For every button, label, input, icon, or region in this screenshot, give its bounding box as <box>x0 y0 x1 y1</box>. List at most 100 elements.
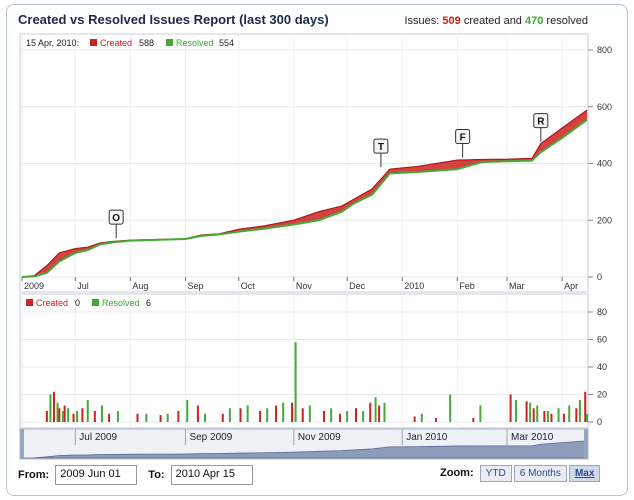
navigator-label-1: Sep 2009 <box>189 432 232 443</box>
resolved-bar-29 <box>546 411 549 422</box>
created-line <box>21 109 588 278</box>
resolved-bar-22 <box>383 402 386 422</box>
x-tick-label-8: Feb <box>459 281 475 291</box>
resolved-bar-20 <box>362 411 365 422</box>
created-bar-10 <box>177 411 180 422</box>
resolved-bar-1 <box>56 402 59 422</box>
created-bar-1 <box>52 391 55 422</box>
zoom-6-months-button[interactable]: 6 Months <box>513 465 567 482</box>
resolved-bar-21 <box>374 397 377 422</box>
flag-F-label: F <box>460 133 466 144</box>
x-tick-label-4: Oct <box>241 281 256 291</box>
lower-y-tick-label-0: 0 <box>597 417 602 427</box>
zoom-max-button[interactable]: Max <box>568 465 601 482</box>
navigator-label-4: Mar 2010 <box>511 432 554 443</box>
lower-panel <box>19 293 589 429</box>
zoom-ytd-button[interactable]: YTD <box>479 465 512 482</box>
created-bar-25 <box>472 417 475 422</box>
upper-y-axis: 0 200 400 600 800 <box>588 45 612 282</box>
zoom-controls: Zoom: YTD 6 Months Max <box>440 465 601 482</box>
resolved-bar-16 <box>294 342 297 422</box>
summary-resolved-word: resolved <box>546 15 588 27</box>
report-title: Created vs Resolved Issues Report (last … <box>18 12 329 27</box>
created-bar-13 <box>239 408 242 422</box>
legend-created-swatch <box>90 39 97 46</box>
lower-y-tick-label-2: 40 <box>597 362 607 372</box>
resolved-bar-30 <box>557 408 560 422</box>
flag-O-label: O <box>112 213 120 224</box>
navigator-labels: Jul 2009 Sep 2009 Nov 2009 Jan 2010 Mar 2010 <box>74 429 554 445</box>
to-date-input[interactable]: 2010 Apr 15 <box>170 465 253 485</box>
x-tick-label-3: Sep <box>187 281 203 291</box>
navigator-label-2: Nov 2009 <box>298 432 341 443</box>
resolved-bar-26 <box>514 400 517 422</box>
flag-R-box <box>533 113 549 129</box>
resolved-bar-11 <box>204 413 207 422</box>
created-bar-2 <box>58 408 61 422</box>
legend-resolved-value: 554 <box>219 38 234 48</box>
lower-legend-resolved-label: Resolved <box>102 298 140 308</box>
range-navigator[interactable]: Jul 2009 Sep 2009 Nov 2009 Jan 2010 Mar 2010 <box>19 428 589 460</box>
created-bar-16 <box>291 402 294 422</box>
navigator-label-0: Jul 2009 <box>79 432 117 443</box>
lower-legend: Created 0 Resolved 6 <box>26 298 151 308</box>
created-count: 509 <box>442 15 461 27</box>
created-bar-33 <box>584 391 587 422</box>
x-tick-label-6: Dec <box>349 281 366 291</box>
created-bar-6 <box>93 411 96 422</box>
created-bar-3 <box>63 405 66 422</box>
created-bar-19 <box>339 413 342 422</box>
created-bar-29 <box>543 411 546 422</box>
resolved-bar-2 <box>61 411 64 422</box>
resolved-bar-6 <box>100 405 103 422</box>
resolved-bar-10 <box>186 400 189 422</box>
created-bar-9 <box>159 415 162 422</box>
resolved-bar-17 <box>308 405 311 422</box>
resolved-bar-12 <box>228 408 231 422</box>
x-axis: 2009 Jul Aug Sep Oct Nov Dec 2010 Feb Mar Apr <box>21 277 578 291</box>
created-bar-27 <box>525 401 528 422</box>
x-tick-label-5: Nov <box>296 281 313 291</box>
x-tick-label-10: Apr <box>564 281 578 291</box>
resolved-bar-28 <box>536 405 539 422</box>
upper-y-tick-label-4: 800 <box>597 45 612 55</box>
created-bar-31 <box>562 413 565 422</box>
upper-y-tick-label-0: 0 <box>597 272 602 282</box>
resolved-bar-33 <box>586 413 588 422</box>
lower-legend-created-label: Created <box>36 298 68 308</box>
navigator-label-3: Jan 2010 <box>406 432 448 443</box>
flag-T-label: T <box>378 142 384 153</box>
upper-area-plot <box>21 109 588 278</box>
lower-legend-created-value: 0 <box>75 298 80 308</box>
created-bar-24 <box>434 417 437 422</box>
created-bar-15 <box>275 405 278 422</box>
created-bar-5 <box>81 408 84 422</box>
upper-legend: 15 Apr, 2010: Created 588 Resolved 554 <box>26 38 234 48</box>
flag-T-box <box>373 138 389 154</box>
x-tick-label-1: Jul <box>77 281 89 291</box>
navigator-area <box>21 440 588 459</box>
from-label: From: <box>18 468 50 481</box>
resolved-bar-15 <box>282 402 285 422</box>
navigator-right-handle[interactable] <box>584 429 588 459</box>
legend-created-label: Created <box>100 38 132 48</box>
created-bar-20 <box>355 408 358 422</box>
created-bar-11 <box>196 405 199 422</box>
resolved-line <box>21 118 588 278</box>
created-bar-32 <box>575 408 578 422</box>
resolved-bar-14 <box>266 408 269 422</box>
resolved-bar-27 <box>529 402 532 422</box>
from-date-input[interactable]: 2009 Jun 01 <box>55 465 138 485</box>
summary-created-word: created and <box>463 15 522 27</box>
lower-legend-resolved-swatch <box>92 299 99 306</box>
resolved-bar-24 <box>449 394 452 422</box>
resolved-bar-9 <box>166 413 169 422</box>
created-bar-28 <box>532 408 535 422</box>
lower-bar-plot <box>45 342 588 422</box>
resolved-bar-0 <box>49 394 52 422</box>
x-tick-label-0: 2009 <box>24 281 44 291</box>
issues-summary: Issues: 509 created and 470 resolved <box>404 15 588 27</box>
upper-y-tick-label-1: 200 <box>597 215 612 225</box>
navigator-left-handle[interactable] <box>20 429 24 459</box>
created-bar-7 <box>108 413 111 422</box>
